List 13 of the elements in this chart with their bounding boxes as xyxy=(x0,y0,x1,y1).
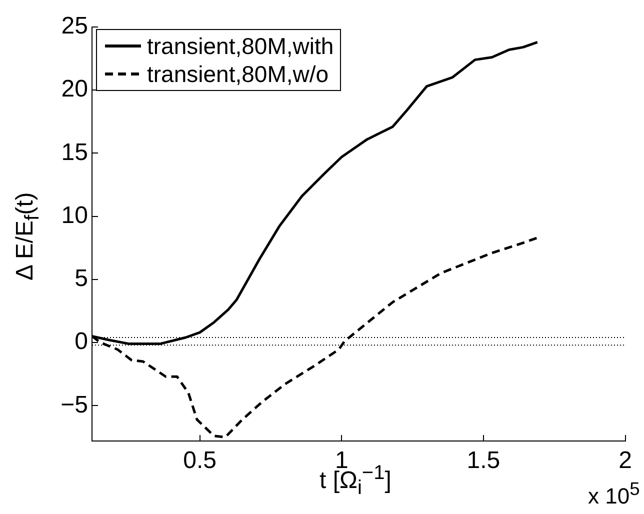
x-tick-label: 1.5 xyxy=(466,447,500,474)
text: x 10$^{5}$ xyxy=(588,478,640,510)
y-tick-label: 15 xyxy=(61,138,88,166)
y-tick-label: 0 xyxy=(74,328,88,356)
y-tick-label: 20 xyxy=(61,76,88,103)
x-tick-label: 0.5 xyxy=(183,447,216,474)
y-tick-label: 5 xyxy=(74,265,88,292)
legend-label: transient,80M,with xyxy=(147,32,334,60)
legend-label: transient,80M,w/o xyxy=(147,60,329,88)
y-tick-label: −5 xyxy=(60,391,88,418)
x-tick-label: 2 xyxy=(618,447,632,474)
y-tick-label: 25 xyxy=(61,12,88,40)
y-tick-label: 10 xyxy=(61,202,88,229)
